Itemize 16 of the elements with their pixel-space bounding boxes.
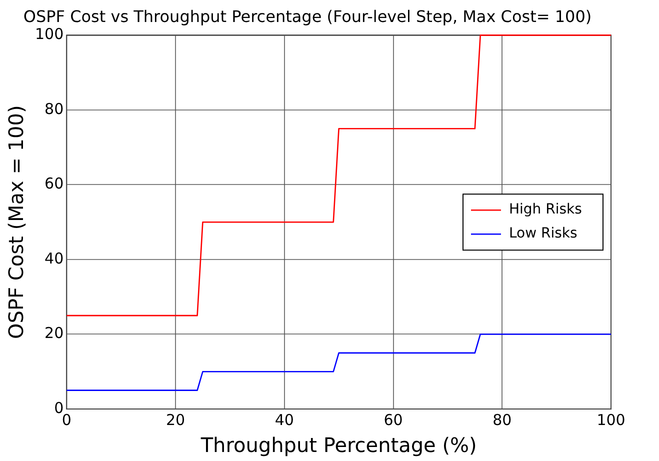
- chart-title: OSPF Cost vs Throughput Percentage (Four-level Step, Max Cost= 100): [23, 6, 592, 26]
- y-tick-label: 100: [34, 25, 64, 44]
- legend-label: High Risks: [509, 202, 582, 218]
- y-tick-label: 0: [54, 398, 64, 417]
- y-axis-title: OSPF Cost (Max = 100): [4, 105, 28, 339]
- x-tick-label: 80: [492, 410, 512, 429]
- x-tick-label: 20: [166, 410, 186, 429]
- y-tick-label: 80: [44, 100, 64, 118]
- legend-label: Low Risks: [509, 226, 578, 242]
- y-tick-label: 60: [44, 174, 64, 193]
- y-tick-label: 40: [44, 249, 64, 268]
- x-tick-label: 60: [384, 410, 403, 429]
- x-tick-label: 100: [596, 410, 626, 429]
- x-axis-title: Throughput Percentage (%): [200, 433, 477, 458]
- x-tick-label: 40: [274, 410, 294, 429]
- y-tick-label: 20: [44, 324, 64, 342]
